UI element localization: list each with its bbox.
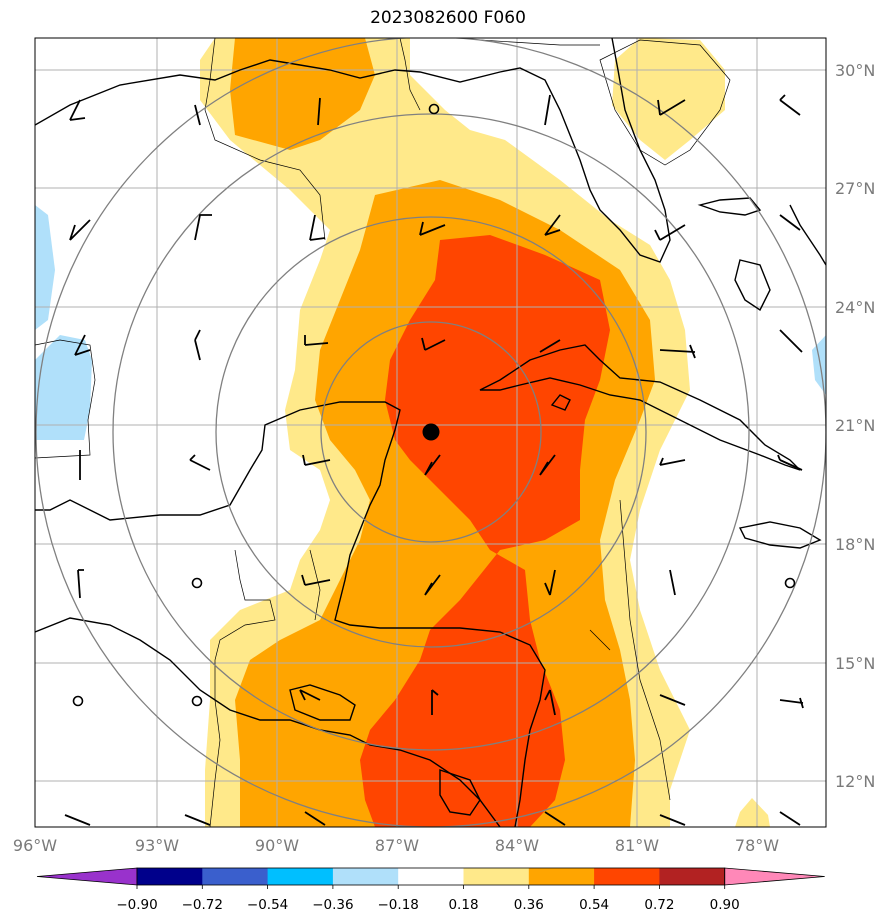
colorbar-tick-label: 0.90 [710, 897, 740, 913]
calm-wind-markers [72, 103, 796, 707]
lon-tick-label: 81°W [615, 836, 659, 855]
lat-tick-label: 18°N [835, 535, 875, 554]
colorbar-cell [202, 868, 269, 885]
lon-tick-label: 90°W [255, 836, 299, 855]
lat-tick-label: 27°N [835, 179, 875, 198]
colorbar-tick-label: 0.72 [644, 897, 674, 913]
colorbar-cell [659, 868, 726, 885]
range-ring-3 [320, 321, 542, 543]
colorbar-cell [463, 868, 530, 885]
colorbar-tick-label: −0.36 [312, 897, 353, 913]
colorbar-tick-label: 0.18 [448, 897, 478, 913]
storm-center-marker [422, 423, 440, 441]
field-level-orange-north [230, 38, 375, 150]
lat-tick-label: 15°N [835, 654, 875, 673]
lon-tick-label: 84°W [495, 836, 539, 855]
colorbar-cell [137, 868, 203, 885]
field-level-yellow-ne [612, 38, 725, 160]
field-level-yellow-se [735, 798, 770, 827]
colorbar-cell [528, 868, 595, 885]
colorbar-tick-label: 0.36 [514, 897, 544, 913]
colorbar-cell [332, 868, 399, 885]
colorbar-cell [594, 868, 660, 885]
colorbar-tick-label: 0.54 [579, 897, 609, 913]
lon-tick-label: 96°W [13, 836, 57, 855]
colorbar-tick-label: −0.18 [378, 897, 419, 913]
colorbar: −0.90 −0.72 −0.54 −0.36 −0.18 0.18 0.36 0.54 0.7… [36, 867, 825, 913]
wind-barbs [64, 94, 804, 826]
lat-tick-labels: 30°N 27°N 24°N 21°N 18°N 15°N 12°N [835, 61, 875, 791]
colorbar-cell [398, 868, 464, 885]
lat-tick-label: 12°N [835, 772, 875, 791]
field-negative-patch-west [35, 205, 55, 330]
lon-tick-label: 87°W [375, 836, 419, 855]
forecast-field [35, 38, 826, 827]
lat-tick-label: 21°N [835, 416, 875, 435]
lon-tick-label: 78°W [735, 836, 779, 855]
range-ring-7 [112, 113, 750, 751]
lat-tick-label: 30°N [835, 61, 875, 80]
colorbar-cell [267, 868, 334, 885]
colorbar-frame [136, 867, 726, 886]
map-frame [34, 37, 827, 828]
lat-lon-grid [35, 38, 826, 827]
field-level-red [360, 235, 610, 827]
borders [35, 38, 731, 827]
lon-tick-labels: 96°W 93°W 90°W 87°W 84°W 81°W 78°W [13, 836, 779, 855]
colorbar-extend-low [36, 867, 138, 886]
range-ring-9 [35, 38, 826, 827]
map-title: 2023082600 F060 [370, 8, 526, 28]
field-negative-patch-gulf [35, 335, 92, 440]
range-ring-5 [215, 216, 647, 648]
colorbar-tick-label: −0.72 [182, 897, 223, 913]
colorbar-tick-label: −0.54 [247, 897, 288, 913]
lat-tick-label: 24°N [835, 298, 875, 317]
colorbar-tick-label: −0.90 [116, 897, 157, 913]
lon-tick-label: 93°W [135, 836, 179, 855]
coastlines [35, 38, 826, 827]
colorbar-extend-high [724, 867, 825, 886]
range-rings [35, 38, 826, 827]
